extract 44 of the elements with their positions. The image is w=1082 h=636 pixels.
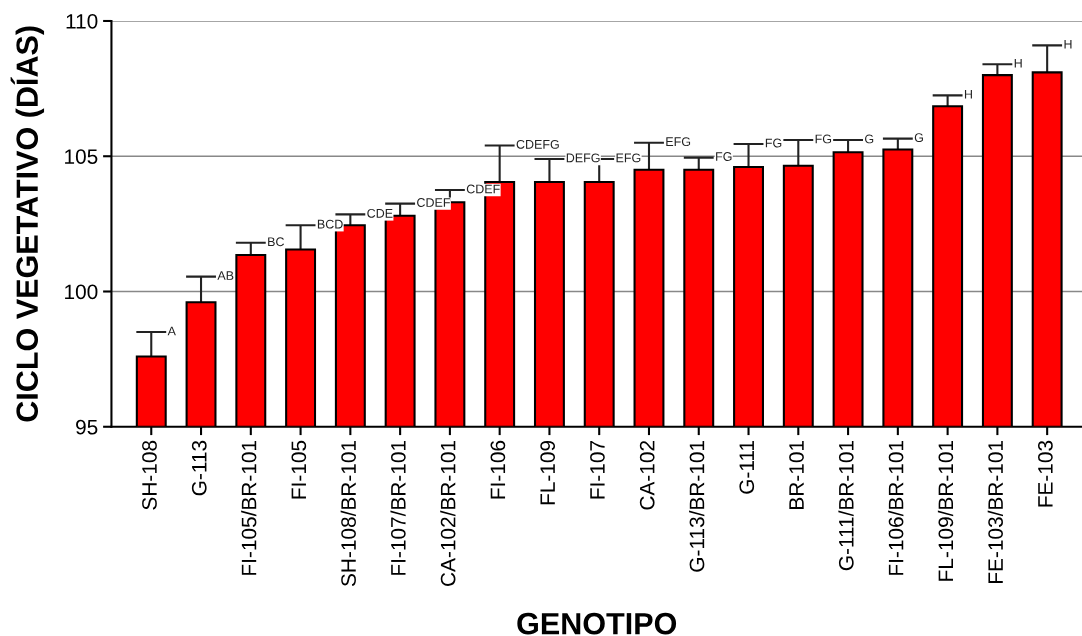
y-tick-label: 100 — [65, 284, 98, 300]
x-tick-label: FL-109/BR-101 — [937, 440, 954, 581]
annotation: FG — [765, 138, 782, 148]
annotation: H — [964, 90, 972, 99]
annotation: H — [1064, 39, 1072, 49]
x-tick-label: FE-103/BR-101 — [987, 440, 1003, 583]
y-tick-label: 105 — [65, 149, 98, 164]
y-axis-title: CICLO VEGETATIVO (DÍAS) — [10, 26, 45, 422]
annotation: CDEF — [466, 184, 500, 194]
x-tick-label: CA-102/BR-101 — [440, 440, 456, 586]
x-tick-label: BR-101 — [789, 440, 804, 509]
x-tick-label: G-113/BR-101 — [689, 440, 705, 572]
x-tick-label: FI-105 — [291, 440, 307, 499]
annotation: G — [914, 133, 923, 143]
annotation: A — [167, 326, 176, 336]
annotation: G — [865, 134, 874, 144]
annotation: CDEF — [417, 198, 450, 207]
y-tick-label: 95 — [76, 419, 98, 435]
x-tick-label: FI-107/BR-101 — [390, 440, 406, 575]
x-tick-label: CA-102 — [639, 440, 655, 510]
x-tick-label: SH-108/BR-101 — [340, 440, 356, 587]
x-tick-label: G-111/BR-101 — [838, 440, 854, 571]
annotation: BCD — [317, 219, 343, 229]
x-tick-label: G-113 — [191, 440, 207, 496]
x-tick-label: FI-107 — [590, 440, 605, 499]
x-tick-label: FL-109 — [540, 440, 556, 505]
x-tick-label: SH-108 — [142, 440, 157, 510]
annotation: H — [1014, 58, 1022, 68]
annotation: FG — [815, 134, 832, 144]
annotation: DEFG — [566, 153, 600, 163]
y-tick-label: 110 — [66, 13, 98, 29]
annotation: EFG — [666, 137, 691, 147]
x-tick-label: G-111 — [739, 440, 755, 494]
annotation: AB — [217, 271, 234, 280]
annotation: CDEFG — [516, 139, 559, 149]
annotation: BC — [268, 237, 285, 247]
x-tick-label: FE-103 — [1038, 440, 1053, 507]
x-tick-label: FI-106 — [490, 440, 506, 499]
annotation: FG — [716, 152, 732, 161]
x-axis-title: GENOTIPO — [517, 612, 677, 635]
x-tick-label: FI-105/BR-101 — [241, 440, 257, 575]
x-tick-label: FI-106/BR-101 — [888, 440, 904, 575]
annotation: CDE — [367, 208, 393, 218]
annotation: EFG — [616, 153, 641, 163]
